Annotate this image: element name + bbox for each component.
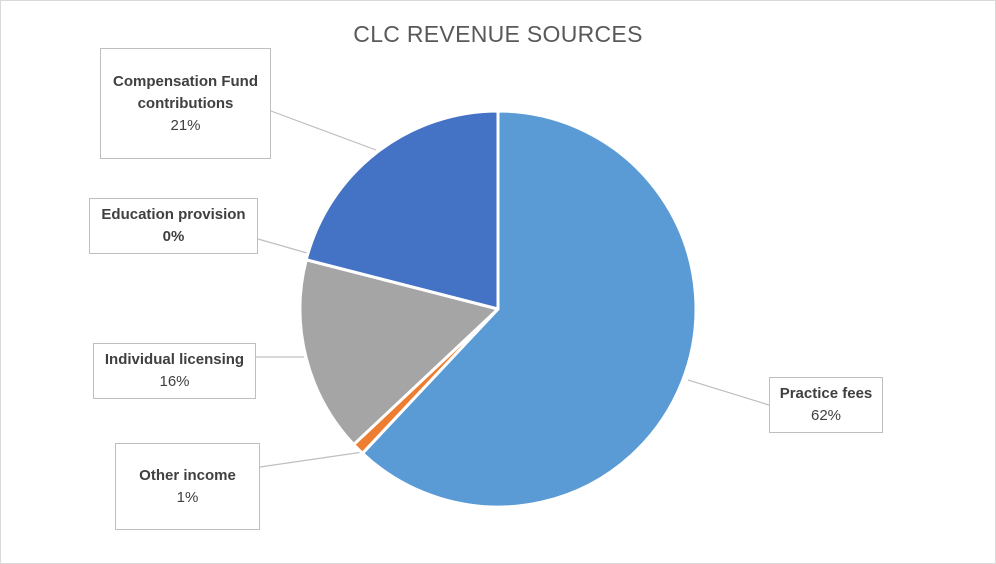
chart-title: CLC REVENUE SOURCES xyxy=(353,21,643,47)
data-label-practice-fees: Practice fees 62% xyxy=(769,377,883,433)
leader-line-compensation-fund-contributions xyxy=(270,110,377,151)
pie-slice-individual-licensing xyxy=(298,258,500,447)
pie-slice-practice-fees xyxy=(360,109,698,509)
data-label-percent: 62% xyxy=(810,407,842,424)
data-label-compensation-fund: Compensation Fund contributions 21% xyxy=(100,48,271,159)
data-label-name: Other income xyxy=(139,466,236,484)
data-label-education-provision: Education provision 0% xyxy=(89,198,258,254)
leader-line-education-provision xyxy=(257,238,308,254)
pie-slices xyxy=(298,109,698,509)
data-label-other-income: Other income 1% xyxy=(115,443,260,530)
leader-line-other-income xyxy=(259,451,364,468)
leader-line-practice-fees xyxy=(687,379,770,406)
data-label-percent: 16% xyxy=(159,373,190,390)
data-label-percent: 1% xyxy=(176,488,199,506)
pie-slice-compensation-fund-contributions xyxy=(304,109,500,311)
data-label-name: Individual licensing xyxy=(104,351,245,368)
data-label-individual-licensing: Individual licensing 16% xyxy=(93,343,256,399)
data-label-percent: 0% xyxy=(162,228,185,245)
data-label-name: Education provision xyxy=(101,206,246,223)
data-label-name: Compensation Fund contributions xyxy=(113,72,258,112)
leader-lines xyxy=(256,110,770,468)
data-label-name: Practice fees xyxy=(779,385,873,402)
data-label-percent: 21% xyxy=(170,116,201,134)
